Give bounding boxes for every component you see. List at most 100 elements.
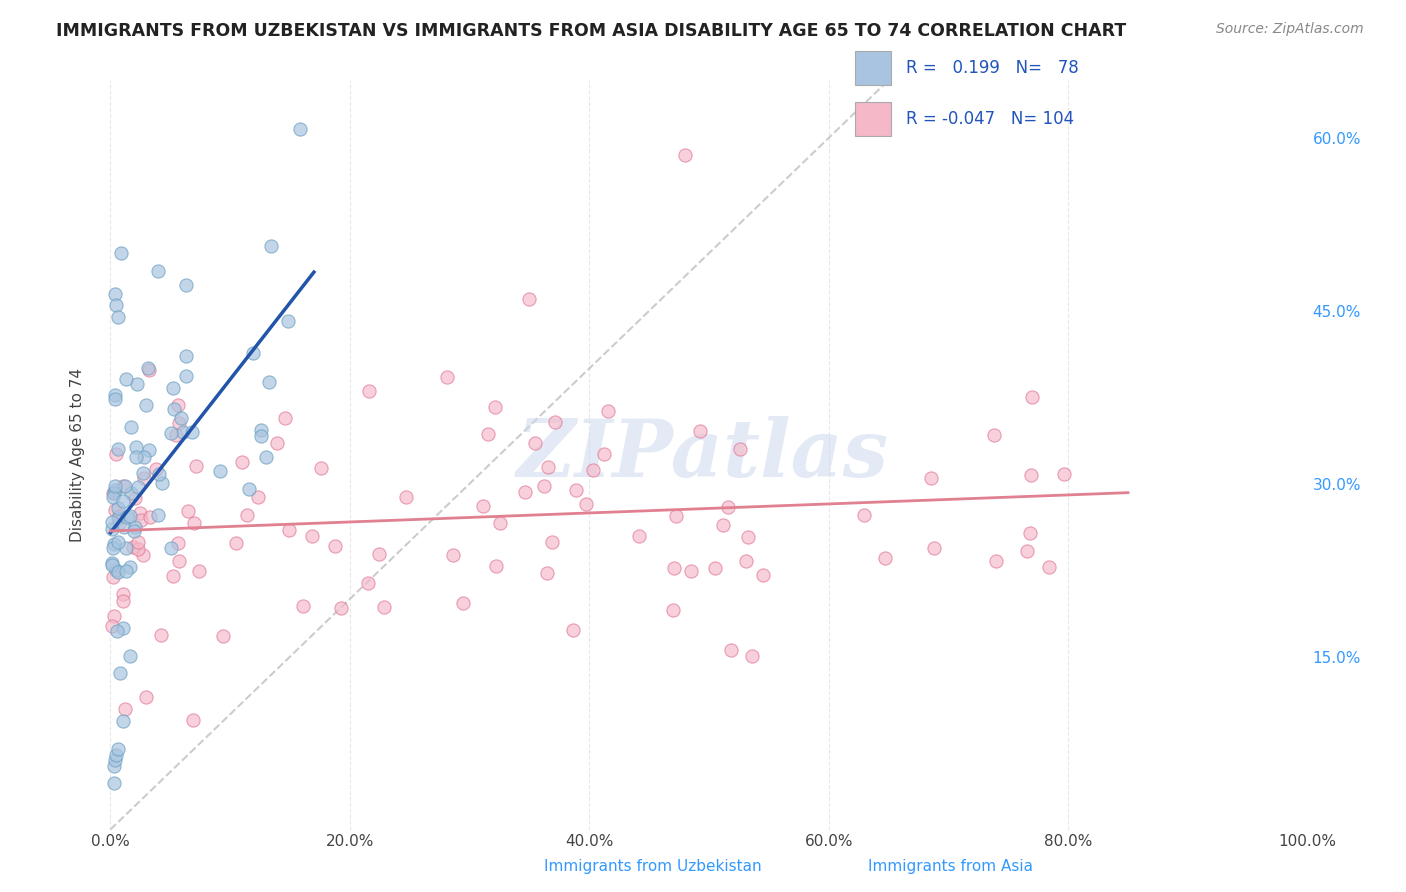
Point xyxy=(737,530,759,544)
Point xyxy=(138,362,160,376)
Point xyxy=(111,587,134,601)
Point xyxy=(107,501,129,516)
Point xyxy=(101,485,124,500)
Point xyxy=(367,547,389,561)
Point xyxy=(533,479,555,493)
Point xyxy=(485,559,508,574)
Point xyxy=(104,483,127,497)
Point xyxy=(104,447,127,461)
Point xyxy=(110,666,132,681)
Point xyxy=(260,239,283,253)
Point xyxy=(519,293,541,307)
Point xyxy=(309,460,332,475)
Point xyxy=(145,461,167,475)
Point xyxy=(162,381,184,395)
Point xyxy=(104,388,127,402)
Text: ZIPatlas: ZIPatlas xyxy=(517,417,889,493)
Point xyxy=(187,564,209,578)
Point xyxy=(125,441,148,455)
Point xyxy=(170,411,193,425)
Point xyxy=(278,523,301,537)
Point xyxy=(184,459,207,474)
Point xyxy=(104,563,127,577)
Point xyxy=(100,516,122,530)
Point xyxy=(120,509,142,524)
Point xyxy=(247,490,270,504)
Point xyxy=(922,541,945,555)
Point xyxy=(104,479,127,493)
Point xyxy=(107,442,129,457)
Point xyxy=(720,643,742,657)
Point xyxy=(1019,467,1042,482)
Point xyxy=(111,714,134,729)
Point xyxy=(1021,390,1043,404)
Point xyxy=(127,480,149,494)
Point xyxy=(107,310,129,324)
Point xyxy=(120,486,142,500)
Point xyxy=(181,425,204,440)
Point xyxy=(183,516,205,530)
Point xyxy=(301,529,323,543)
Point xyxy=(225,535,247,549)
Point xyxy=(266,435,288,450)
Point xyxy=(728,442,751,456)
Point xyxy=(181,713,204,727)
Point xyxy=(208,464,231,478)
Text: Immigrants from Asia: Immigrants from Asia xyxy=(868,859,1032,873)
Point xyxy=(132,450,155,464)
Point xyxy=(250,429,273,443)
Point xyxy=(536,566,558,581)
Point xyxy=(356,576,378,591)
Point xyxy=(107,535,129,549)
Point xyxy=(114,701,136,715)
Point xyxy=(235,508,257,522)
Point xyxy=(111,479,134,493)
Point xyxy=(167,536,190,550)
Point xyxy=(127,535,149,549)
Point xyxy=(325,540,347,554)
Point xyxy=(689,425,711,439)
Point xyxy=(575,497,598,511)
Point xyxy=(118,560,141,574)
Point xyxy=(436,369,458,384)
Point xyxy=(108,516,131,531)
Point xyxy=(103,776,125,790)
Point xyxy=(135,398,157,412)
Text: IMMIGRANTS FROM UZBEKISTAN VS IMMIGRANTS FROM ASIA DISABILITY AGE 65 TO 74 CORRE: IMMIGRANTS FROM UZBEKISTAN VS IMMIGRANTS… xyxy=(56,22,1126,40)
Point xyxy=(662,603,685,617)
Point xyxy=(1053,467,1076,482)
Point xyxy=(162,569,184,583)
Point xyxy=(124,520,146,534)
Point xyxy=(231,455,253,469)
Point xyxy=(537,460,560,475)
Point xyxy=(165,428,187,442)
Point xyxy=(104,286,127,301)
Point xyxy=(122,540,145,554)
Point xyxy=(274,411,297,425)
Point xyxy=(1038,560,1060,574)
Point xyxy=(124,491,146,506)
Point xyxy=(593,447,616,461)
Point xyxy=(131,548,153,562)
Point xyxy=(139,510,162,524)
Point xyxy=(127,542,149,557)
Point xyxy=(441,548,464,562)
Text: Source: ZipAtlas.com: Source: ZipAtlas.com xyxy=(1216,22,1364,37)
Point xyxy=(174,277,197,292)
Point xyxy=(115,564,138,578)
Point xyxy=(110,246,132,260)
Point xyxy=(146,508,169,522)
Point xyxy=(984,554,1007,568)
Point xyxy=(172,425,194,440)
Point xyxy=(291,599,314,613)
Point xyxy=(544,415,567,429)
Point xyxy=(104,753,127,767)
Point xyxy=(107,742,129,756)
Point xyxy=(673,148,696,162)
Point xyxy=(100,619,122,633)
Point xyxy=(212,629,235,643)
Point xyxy=(664,508,686,523)
Point xyxy=(107,565,129,579)
Point xyxy=(582,463,605,477)
Point xyxy=(167,398,190,412)
